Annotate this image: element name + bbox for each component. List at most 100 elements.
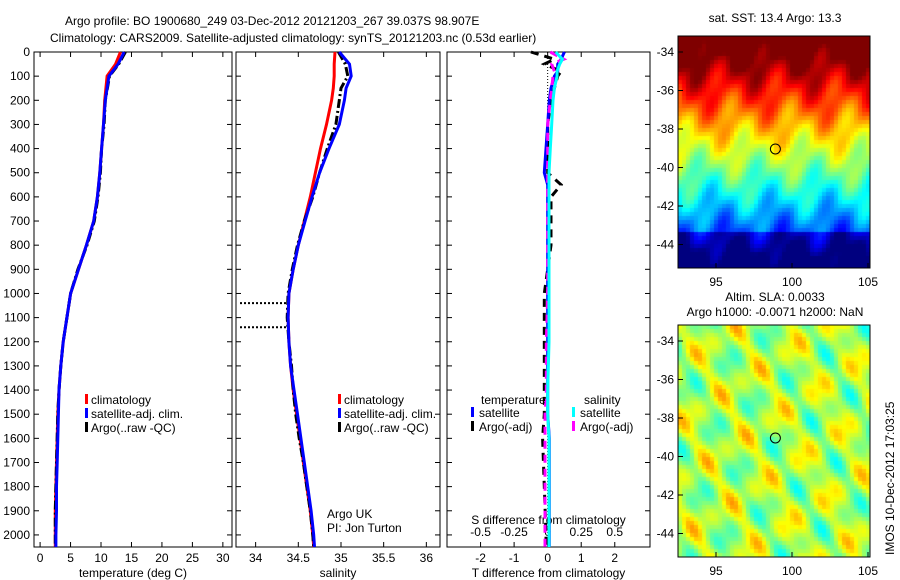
legend-label: climatology	[344, 393, 404, 407]
depth-tick-label: 400	[10, 142, 30, 156]
depth-tick-label: 900	[10, 262, 30, 276]
lat-tick-label: -38	[657, 411, 675, 425]
x-tick-label: 5	[67, 551, 74, 565]
depth-tick-label: 1200	[3, 335, 30, 349]
legend-title-salinity: salinity	[584, 393, 621, 407]
depth-tick-label: 1000	[3, 286, 30, 300]
x-tick-label: -1	[509, 551, 520, 565]
sla-map-frame	[677, 324, 871, 558]
lat-tick-label: -38	[657, 122, 675, 136]
sla-map-title-2: Argo h1000: -0.0071 h2000: NaN	[687, 305, 864, 319]
depth-tick-label: 0	[23, 45, 30, 59]
argo-location-marker	[769, 432, 781, 444]
legend-swatch	[471, 407, 474, 417]
x-tick-label: 34	[249, 551, 263, 565]
legend-label: satellite-adj. clim.	[91, 407, 183, 421]
lon-tick-label: 95	[709, 275, 723, 289]
depth-tick-label: 200	[10, 93, 30, 107]
temperature-axes-frame	[33, 51, 233, 548]
sla-map-title-1: Altim. SLA: 0.0033	[725, 290, 825, 304]
s-diff-tick-label: 0.25	[570, 525, 594, 539]
difference-series-salinity-satellite	[546, 50, 565, 547]
legend-swatch	[85, 408, 88, 418]
legend-swatch	[572, 421, 575, 431]
s-diff-tick-label: -0.25	[500, 525, 528, 539]
temperature-xlabel: temperature (deg C)	[79, 566, 187, 580]
x-tick-label: 2	[611, 551, 618, 565]
title-line-2: Climatology: CARS2009. Satellite-adjuste…	[50, 31, 536, 45]
legend-swatch	[572, 407, 575, 417]
x-tick-label: 30	[216, 551, 230, 565]
depth-tick-label: 1600	[3, 431, 30, 445]
depth-tick-label: 100	[10, 69, 30, 83]
s-diff-tick-label: -0.5	[470, 525, 491, 539]
x-tick-label: 0	[544, 551, 551, 565]
legend-label: satellite	[479, 406, 520, 420]
legend-label: climatology	[91, 393, 151, 407]
x-tick-label: 35	[334, 551, 348, 565]
legend-swatch	[85, 394, 88, 404]
x-tick-label: 1	[578, 551, 585, 565]
legend-label: satellite-adj. clim.	[344, 407, 436, 421]
x-tick-label: 35.5	[372, 551, 396, 565]
x-tick-label: 34.5	[287, 551, 311, 565]
lon-tick-label: 95	[709, 564, 723, 578]
difference-series-temperature-argo-adj-	[530, 50, 564, 547]
lat-tick-label: -36	[657, 373, 675, 387]
depth-tick-label: 700	[10, 214, 30, 228]
depth-tick-label: 600	[10, 190, 30, 204]
legend-swatch	[338, 422, 341, 432]
lat-tick-label: -44	[657, 238, 675, 252]
x-tick-label: 20	[155, 551, 169, 565]
sla-map-image	[678, 325, 870, 557]
temperature-series-satellite-adj-clim-	[54, 51, 126, 547]
legend-label: Argo(..raw -QC)	[91, 421, 176, 435]
lat-tick-label: -44	[657, 527, 675, 541]
depth-tick-label: 1900	[3, 504, 30, 518]
title-line-1: Argo profile: BO 1900680_249 03-Dec-2012…	[65, 14, 479, 28]
sst-map-image	[678, 36, 870, 268]
temperature-series-argo-raw-qc-	[53, 51, 127, 547]
salinity-series-climatology	[286, 51, 337, 548]
lat-tick-label: -34	[657, 334, 675, 348]
legend-swatch	[85, 422, 88, 432]
x-tick-label: -2	[475, 551, 486, 565]
legend-swatch	[338, 408, 341, 418]
depth-tick-label: 1800	[3, 480, 30, 494]
depth-tick-label: 1700	[3, 455, 30, 469]
depth-tick-label: 2000	[3, 528, 30, 542]
lat-tick-label: -36	[657, 84, 675, 98]
lat-tick-label: -40	[657, 161, 675, 175]
x-tick-label: 15	[125, 551, 139, 565]
difference-xlabel: T difference from climatology	[472, 566, 626, 580]
depth-tick-label: 500	[10, 166, 30, 180]
lat-tick-label: -34	[657, 45, 675, 59]
legend-swatch	[338, 394, 341, 404]
legend-label: satellite	[580, 406, 621, 420]
argo-location-marker	[769, 143, 781, 155]
x-tick-label: 10	[94, 551, 108, 565]
depth-tick-label: 300	[10, 117, 30, 131]
pi-annotation: Argo UK	[327, 507, 372, 521]
legend-title-temperature: temperature	[481, 393, 546, 407]
lat-tick-label: -42	[657, 488, 675, 502]
lat-tick-label: -40	[657, 450, 675, 464]
depth-tick-label: 800	[10, 238, 30, 252]
lon-tick-label: 105	[858, 275, 878, 289]
x-tick-label: 36	[420, 551, 434, 565]
salinity-series-satellite-adj-clim-	[286, 51, 353, 548]
x-tick-label: 25	[186, 551, 200, 565]
depth-tick-label: 1400	[3, 383, 30, 397]
depth-tick-label: 1100	[4, 311, 30, 325]
legend-label: Argo(..raw -QC)	[344, 421, 429, 435]
pi-annotation: PI: Jon Turton	[327, 521, 402, 535]
depth-tick-label: 1300	[3, 359, 30, 373]
imos-stamp: IMOS 10-Dec-2012 17:03:25	[883, 401, 897, 555]
x-tick-label: 0	[37, 551, 44, 565]
salinity-axes-frame	[235, 51, 441, 548]
lon-tick-label: 105	[858, 564, 878, 578]
temperature-series-climatology	[53, 51, 122, 547]
legend-label: Argo(-adj)	[479, 420, 532, 434]
